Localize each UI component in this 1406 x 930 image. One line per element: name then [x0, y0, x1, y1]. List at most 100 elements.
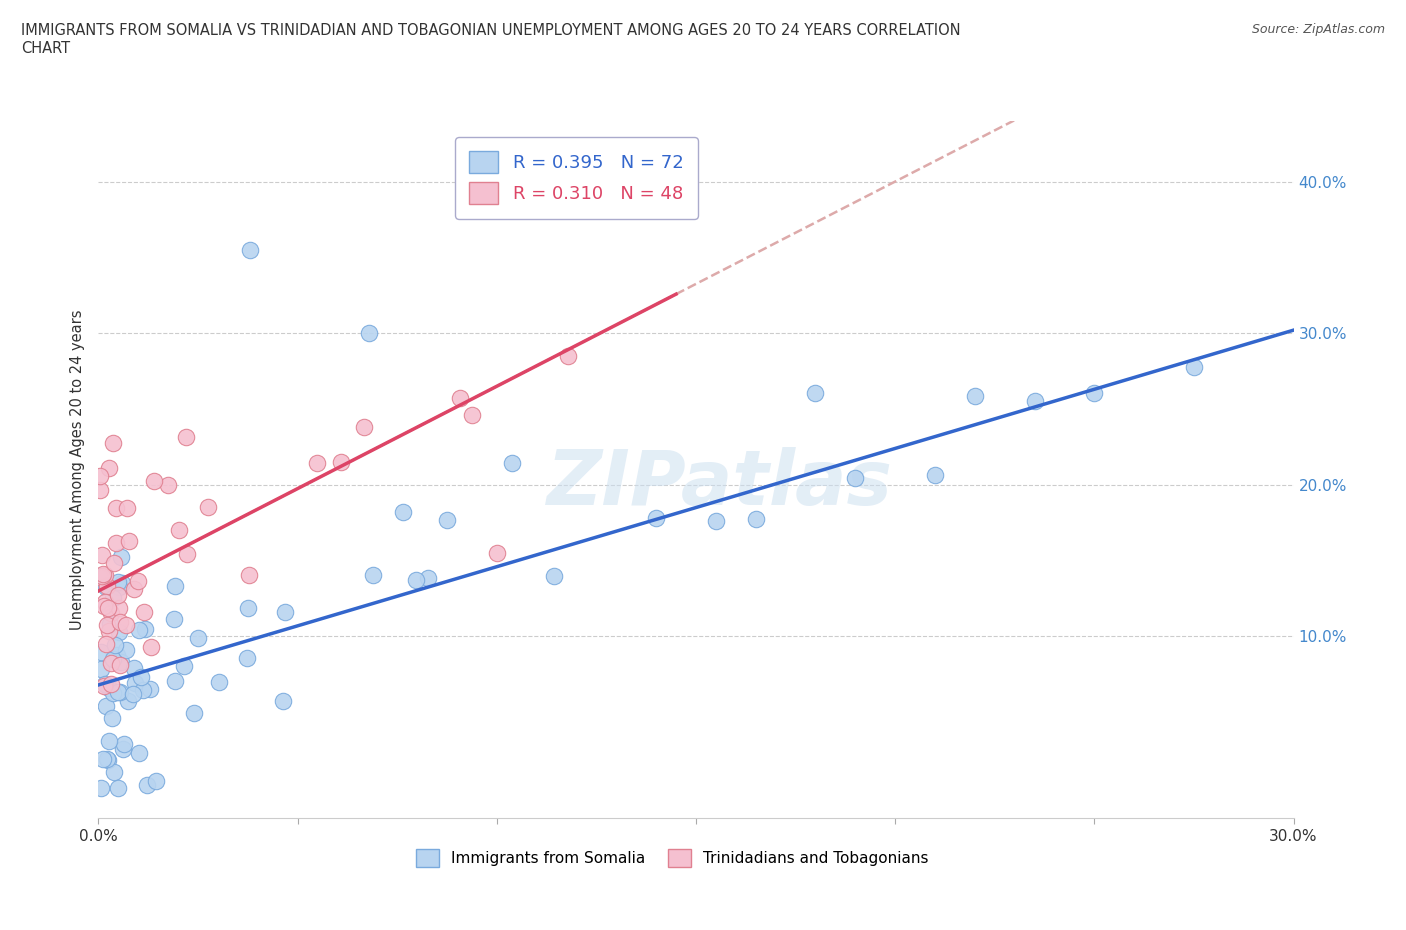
- Point: [101, 591, 124, 605]
- Point: [274, 604, 297, 619]
- Point: [139, 682, 162, 697]
- Point: [90, 662, 112, 677]
- Point: [97, 624, 120, 639]
- Point: [127, 574, 149, 589]
- Point: [1024, 393, 1046, 408]
- Point: [93, 599, 115, 614]
- Point: [557, 349, 579, 364]
- Point: [107, 575, 129, 590]
- Point: [97, 460, 120, 475]
- Point: [392, 505, 415, 520]
- Point: [101, 435, 124, 450]
- Point: [96, 618, 118, 632]
- Point: [924, 468, 946, 483]
- Point: [107, 580, 129, 595]
- Point: [90, 644, 112, 659]
- Text: Source: ZipAtlas.com: Source: ZipAtlas.com: [1251, 23, 1385, 36]
- Point: [101, 685, 124, 700]
- Point: [96, 579, 118, 594]
- Point: [461, 407, 484, 422]
- Point: [111, 575, 134, 590]
- Point: [359, 326, 381, 340]
- Point: [124, 675, 146, 690]
- Point: [134, 622, 156, 637]
- Point: [163, 612, 186, 627]
- Point: [93, 678, 115, 693]
- Point: [103, 652, 125, 667]
- Point: [105, 647, 128, 662]
- Point: [173, 658, 195, 673]
- Point: [131, 670, 153, 684]
- Point: [97, 753, 120, 768]
- Point: [305, 456, 328, 471]
- Point: [1083, 385, 1105, 400]
- Point: [485, 546, 508, 561]
- Point: [122, 581, 145, 596]
- Text: IMMIGRANTS FROM SOMALIA VS TRINIDADIAN AND TOBAGONIAN UNEMPLOYMENT AMONG AGES 20: IMMIGRANTS FROM SOMALIA VS TRINIDADIAN A…: [21, 23, 960, 56]
- Point: [163, 674, 186, 689]
- Point: [108, 601, 131, 616]
- Text: ZIPatlas: ZIPatlas: [547, 446, 893, 521]
- Point: [197, 500, 219, 515]
- Point: [91, 751, 114, 766]
- Point: [117, 693, 139, 708]
- Point: [90, 569, 112, 584]
- Point: [135, 778, 157, 793]
- Point: [208, 674, 231, 689]
- Point: [449, 391, 471, 405]
- Point: [96, 751, 118, 766]
- Point: [238, 567, 260, 582]
- Point: [103, 555, 125, 570]
- Point: [97, 601, 120, 616]
- Point: [139, 640, 162, 655]
- Point: [236, 601, 259, 616]
- Legend: Immigrants from Somalia, Trinidadians and Tobagonians: Immigrants from Somalia, Trinidadians an…: [409, 843, 935, 873]
- Point: [416, 571, 439, 586]
- Point: [89, 569, 111, 584]
- Point: [110, 550, 132, 565]
- Point: [645, 511, 668, 525]
- Point: [163, 578, 186, 593]
- Point: [100, 656, 122, 671]
- Point: [114, 618, 136, 632]
- Point: [169, 523, 191, 538]
- Point: [94, 698, 117, 713]
- Point: [361, 568, 384, 583]
- Point: [100, 677, 122, 692]
- Point: [239, 243, 262, 258]
- Point: [110, 655, 132, 670]
- Point: [97, 733, 120, 748]
- Point: [1182, 359, 1205, 374]
- Point: [122, 660, 145, 675]
- Point: [90, 547, 112, 562]
- Point: [145, 774, 167, 789]
- Point: [844, 471, 866, 485]
- Point: [157, 478, 180, 493]
- Point: [745, 512, 768, 526]
- Point: [104, 536, 127, 551]
- Point: [104, 638, 127, 653]
- Point: [105, 500, 128, 515]
- Point: [96, 637, 118, 652]
- Point: [543, 568, 565, 583]
- Point: [115, 500, 138, 515]
- Point: [353, 419, 375, 434]
- Point: [107, 780, 129, 795]
- Point: [94, 594, 117, 609]
- Point: [436, 513, 458, 528]
- Point: [405, 573, 427, 588]
- Point: [108, 615, 131, 630]
- Point: [89, 569, 111, 584]
- Point: [90, 780, 112, 795]
- Point: [103, 764, 125, 779]
- Point: [187, 631, 209, 645]
- Point: [121, 686, 143, 701]
- Point: [143, 473, 166, 488]
- Point: [134, 605, 156, 620]
- Point: [183, 706, 205, 721]
- Point: [128, 623, 150, 638]
- Point: [963, 389, 986, 404]
- Point: [100, 617, 122, 631]
- Point: [704, 513, 727, 528]
- Point: [330, 455, 353, 470]
